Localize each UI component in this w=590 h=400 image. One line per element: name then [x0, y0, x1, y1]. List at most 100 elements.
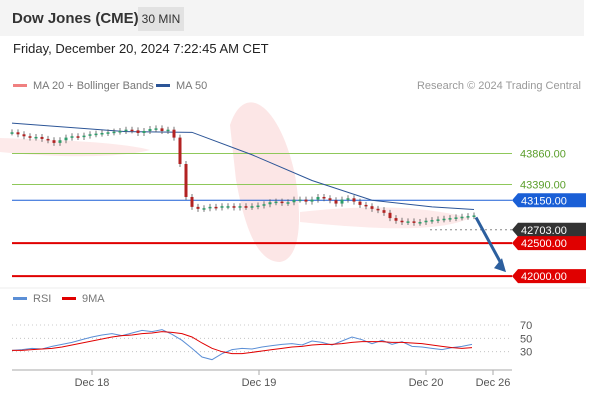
level-tag: [512, 269, 586, 284]
level-label: 43150.00: [521, 195, 567, 207]
rsi-tick-label: 70: [520, 320, 532, 332]
candle: [358, 201, 362, 205]
candle: [178, 137, 182, 164]
candle: [352, 198, 356, 202]
rsi-ma9-line: [12, 331, 473, 355]
rsi-tick-label: 50: [520, 333, 532, 345]
candle: [190, 196, 194, 207]
candle: [220, 206, 224, 208]
forecast-arrow-shaft: [474, 216, 504, 266]
candle: [52, 140, 56, 143]
level-label: 42500.00: [521, 238, 567, 250]
candle: [316, 196, 320, 200]
candle: [328, 198, 332, 201]
legend-9ma-label: 9MA: [82, 293, 105, 305]
level-label: 43390.00: [520, 179, 566, 191]
candle: [394, 218, 398, 221]
candle: [64, 137, 68, 141]
candle: [28, 136, 32, 138]
candle: [22, 134, 26, 137]
timestamp: Friday, December 20, 2024 7:22:45 AM CET: [13, 41, 269, 56]
candle: [262, 204, 266, 206]
candle: [94, 133, 98, 136]
candle: [292, 199, 296, 203]
candle: [424, 220, 428, 223]
candle: [202, 208, 206, 210]
candle: [268, 202, 272, 205]
candle: [208, 206, 212, 209]
candle: [100, 132, 104, 135]
header-bar: Dow Jones (CME) 30 MIN: [0, 0, 584, 36]
candle: [16, 132, 20, 135]
candle: [286, 202, 290, 204]
candle: [142, 131, 146, 133]
candle: [154, 128, 158, 130]
rsi-swatch: [13, 296, 27, 300]
legend-rsi: RSI: [13, 293, 51, 305]
level-tag: [512, 222, 586, 237]
credit-text: Research © 2024 Trading Central: [416, 80, 581, 92]
candle: [334, 200, 338, 204]
candle: [172, 129, 176, 138]
candle: [130, 129, 134, 132]
legend-ma50-label: MA 50: [176, 80, 208, 92]
bollinger-bands: [0, 102, 470, 263]
candle: [106, 132, 110, 134]
candle: [322, 196, 326, 199]
candle: [238, 206, 242, 208]
level-label: 42703.00: [521, 225, 567, 237]
legend-ma20-label: MA 20 + Bollinger Bands: [33, 80, 154, 92]
level-tag: [512, 236, 586, 251]
x-tick-label: Dec 26: [476, 377, 511, 389]
candle: [436, 219, 440, 221]
candle: [196, 206, 200, 209]
candle: [298, 199, 302, 202]
candle: [226, 206, 230, 208]
candle: [136, 130, 140, 133]
x-tick-label: Dec 19: [242, 377, 277, 389]
candle: [232, 206, 236, 208]
level-tag: [512, 193, 586, 208]
candle: [280, 201, 284, 204]
x-tick-label: Dec 18: [75, 377, 110, 389]
timeframe-button[interactable]: 30 MIN: [138, 7, 184, 31]
candle: [376, 208, 380, 211]
candle: [382, 210, 386, 213]
candle: [88, 134, 92, 136]
x-tick-label: Dec 20: [409, 377, 444, 389]
candle: [412, 221, 416, 223]
legend-ma50: MA 50: [156, 80, 207, 92]
level-label: 42000.00: [521, 271, 567, 283]
level-label: 43860.00: [520, 148, 566, 160]
candle: [430, 220, 434, 222]
bollinger-band-drop: [230, 102, 300, 263]
candle: [460, 216, 464, 219]
rsi-line: [11, 329, 473, 361]
candle: [274, 201, 278, 204]
legend-ma20: MA 20 + Bollinger Bands: [13, 80, 154, 92]
candle: [244, 206, 248, 208]
candle: [214, 206, 218, 209]
candle: [406, 221, 410, 223]
ma50-swatch: [156, 83, 170, 87]
candle: [166, 129, 170, 132]
candle: [76, 136, 80, 138]
candle: [448, 218, 452, 220]
candle: [442, 218, 446, 221]
candle: [34, 136, 38, 139]
candle: [40, 136, 44, 139]
candle: [304, 199, 308, 202]
candle: [454, 217, 458, 219]
candle: [472, 215, 476, 217]
candle: [370, 206, 374, 209]
candle: [160, 128, 164, 132]
candle: [466, 216, 470, 218]
candle: [340, 199, 344, 204]
ma9-swatch: [62, 296, 76, 300]
candle: [388, 212, 392, 219]
candle: [250, 206, 254, 208]
ma20-swatch: [13, 83, 27, 87]
candle: [82, 135, 86, 138]
candle: [310, 199, 314, 202]
